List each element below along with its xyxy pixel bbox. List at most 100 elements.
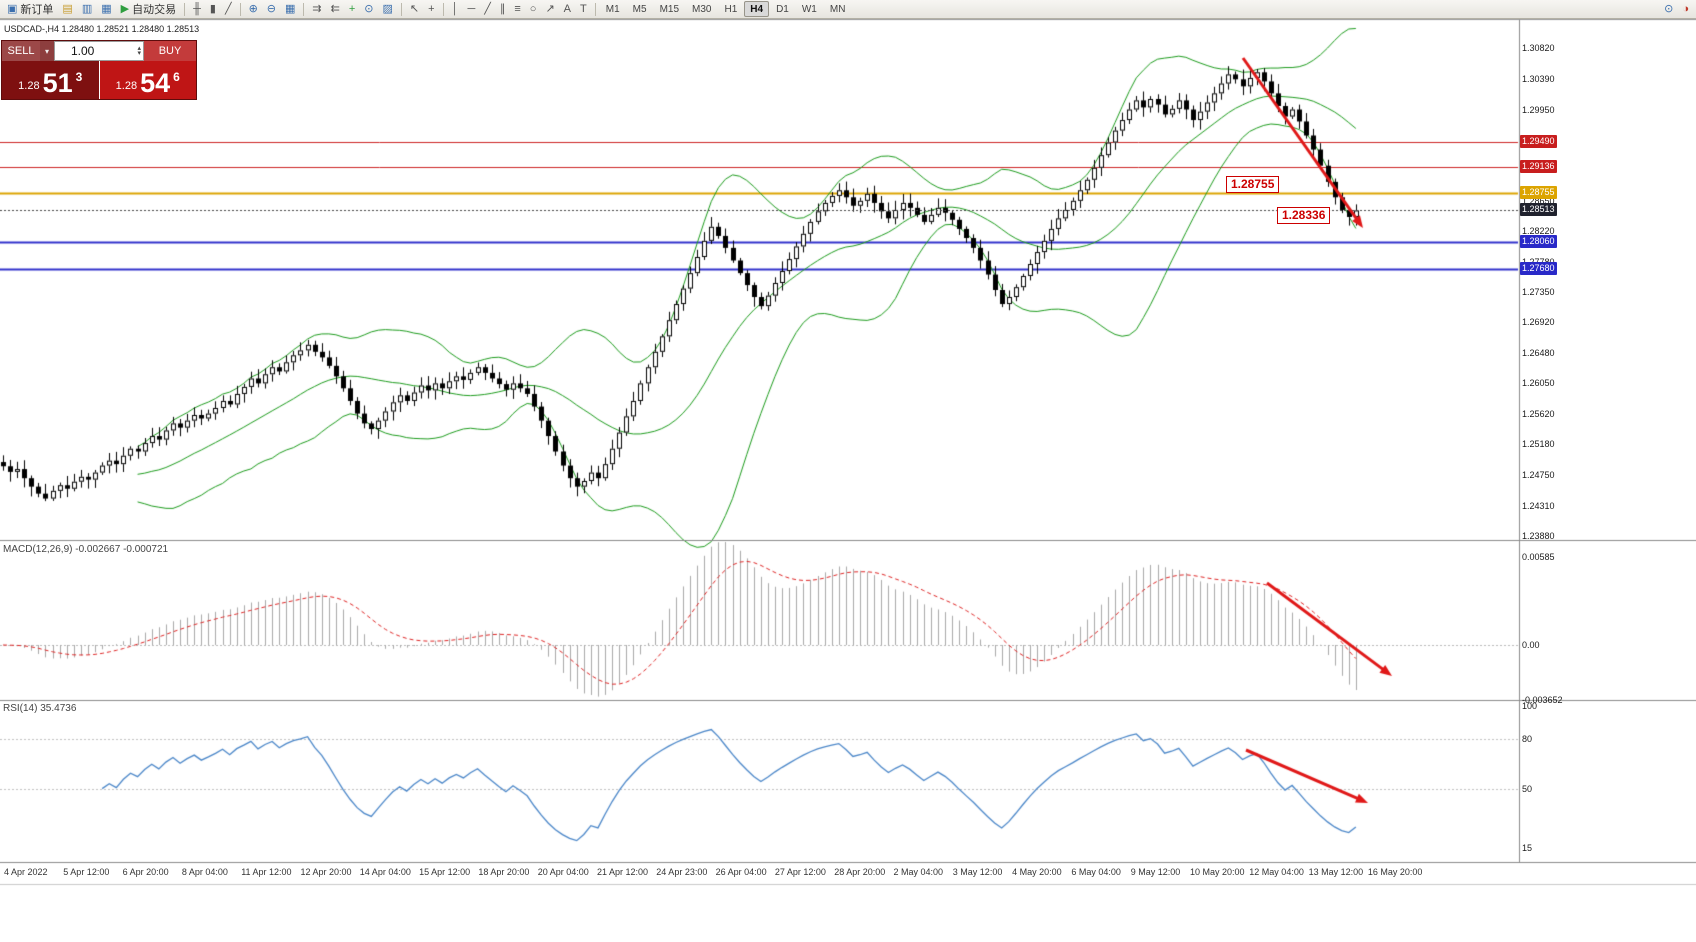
timeframe-h4-button[interactable]: H4 [744,1,770,17]
templates-icon-glyph: ▨ [382,2,393,15]
tile-windows-icon-glyph: ▦ [285,2,296,15]
horizontal-line-icon-glyph: ─ [467,2,476,15]
toolbar-separator [594,2,596,16]
search-icon[interactable]: ⊙ [1660,1,1677,17]
indicators-add-icon-glyph: + [348,2,356,15]
cursor-icon-glyph: ↖ [409,2,420,15]
equidistant-channel-icon[interactable]: ∥ [496,1,510,17]
toolbar-separator [184,2,186,16]
buy-button[interactable]: BUY [144,41,196,61]
chart-window-icon[interactable]: ▤ [58,1,76,17]
auto-trading-glyph: ▶ [120,2,130,15]
arrows-icon[interactable]: ↗ [541,1,558,17]
toolbar: ▣ 新订单 ▤ ▥ ▦ ▶ 自动交易 ╫ ▮ ╱ ⊕ ⊖ ▦ ⇉ ⇇ + ⊙ ▨ ↖ + │ ─ ╱ ∥ ≡ ○ ↗ A T M1 M5 M… [0,0,1696,19]
fibonacci-icon[interactable]: ≡ [510,1,524,17]
macd-indicator-label: MACD(12,26,9) -0.002667 -0.000721 [3,544,169,555]
auto-scroll-icon-glyph: ⇉ [312,2,322,15]
new-order-button[interactable]: ▣ 新订单 [3,1,57,17]
timeframe-m30-button[interactable]: M30 [692,4,712,15]
vertical-line-icon-glyph: │ [451,2,459,15]
volume-up-icon[interactable]: ▴ [137,45,141,52]
sell-price-pipette: 3 [75,70,83,84]
zoom-out-icon-glyph: ⊖ [266,2,277,15]
chart-shift-icon[interactable]: ⇇ [327,1,344,17]
data-window-icon-glyph: ▦ [101,2,112,15]
buy-price-display[interactable]: 1.28 54 6 [99,61,196,99]
line-chart-icon[interactable]: ╱ [221,1,236,17]
vertical-line-icon[interactable]: │ [448,1,463,17]
text-label-icon[interactable]: T [576,1,591,17]
sell-price-display[interactable]: 1.28 51 3 [2,61,100,99]
horizontal-line-icon[interactable]: ─ [463,1,479,17]
timeframe-mn-button[interactable]: MN [829,4,846,15]
timeframe-h1-button[interactable]: H1 [724,4,738,15]
cursor-icon[interactable]: ↖ [406,1,423,17]
auto-trading-button[interactable]: ▶ 自动交易 [117,1,180,17]
community-icon[interactable]: ◑ [1678,1,1693,17]
volume-dropdown-arrow-icon[interactable]: ▾ [40,41,54,61]
equidistant-channel-icon-glyph: ∥ [499,2,506,15]
volume-stepper: ▴ ▾ [137,45,141,57]
zoom-out-icon[interactable]: ⊖ [263,1,280,17]
zoom-in-icon-glyph: ⊕ [248,2,258,15]
shapes-icon[interactable]: ○ [526,1,541,17]
sell-price-prefix: 1.28 [18,80,40,92]
auto-scroll-icon[interactable]: ⇉ [308,1,325,17]
price-annotation-box-1[interactable]: 1.28336 [1277,207,1331,224]
market-watch-icon[interactable]: ▥ [78,1,96,17]
buy-price-main: 54 [140,68,171,98]
chart-info-line: USDCAD-,H4 1.28480 1.28521 1.28480 1.285… [4,24,200,34]
toolbar-separator [400,2,402,16]
candlestick-chart-icon-glyph: ▮ [209,2,216,15]
bar-chart-icon-glyph: ╫ [193,2,201,15]
timeframe-m5-button[interactable]: M5 [632,4,647,15]
volume-value: 1.00 [71,44,95,58]
community-icon: ◑ [1682,2,1689,15]
timeframe-m15-button[interactable]: M15 [659,4,680,15]
tile-windows-icon[interactable]: ▦ [281,1,299,17]
text-label-icon-glyph: T [580,2,587,15]
chart-shift-icon-glyph: ⇇ [330,2,340,15]
timeframe-toolbar: M1 M5 M15 M30 H1 H4 D1 W1 MN [600,1,852,17]
crosshair-icon[interactable]: + [424,1,438,17]
timeframe-m1-button[interactable]: M1 [605,4,620,15]
zoom-in-icon[interactable]: ⊕ [245,1,262,17]
trendline-icon[interactable]: ╱ [480,1,495,17]
crosshair-icon-glyph: + [428,2,435,15]
one-click-trading-panel: SELL ▾ 1.00 ▴ ▾ BUY 1.28 51 3 1.28 54 6 [1,40,197,100]
arrows-icon-glyph: ↗ [545,2,555,15]
periods-icon[interactable]: ⊙ [360,1,377,17]
buy-price-prefix: 1.28 [115,80,138,92]
new-order-glyph: ▣ [7,2,18,15]
toolbar-separator [442,2,444,16]
text-icon[interactable]: A [560,1,575,17]
toolbar-right-group: ⊙ ◑ [1660,1,1693,17]
toolbar-separator [239,2,241,16]
data-window-icon[interactable]: ▦ [97,1,115,17]
new-order-button-label: 新订单 [20,4,54,16]
fibonacci-icon-glyph: ≡ [514,2,521,15]
toolbar-separator [303,2,305,16]
toolbar-left-group: ▣ 新订单 ▤ ▥ ▦ ▶ 自动交易 ╫ ▮ ╱ ⊕ ⊖ ▦ ⇉ ⇇ + ⊙ ▨ ↖ + │ ─ ╱ ∥ ≡ ○ ↗ A T [3,1,599,17]
auto-trading-button-label: 自动交易 [132,4,177,16]
indicators-add-icon[interactable]: + [345,1,359,17]
timeframe-d1-button[interactable]: D1 [776,4,789,15]
sell-button[interactable]: SELL [2,41,40,61]
line-chart-icon-glyph: ╱ [224,2,232,15]
search-icon: ⊙ [1664,2,1674,15]
volume-down-icon[interactable]: ▾ [137,50,141,57]
volume-input[interactable]: 1.00 ▴ ▾ [54,41,144,61]
buy-price-pipette: 6 [173,70,180,84]
text-icon-glyph: A [563,2,572,15]
templates-icon[interactable]: ▨ [379,1,397,17]
candlestick-chart-icon[interactable]: ▮ [206,1,220,17]
periods-icon-glyph: ⊙ [364,2,374,15]
bar-chart-icon[interactable]: ╫ [189,1,205,17]
trendline-icon-glyph: ╱ [484,2,491,15]
shapes-icon-glyph: ○ [529,2,537,15]
timeframe-w1-button[interactable]: W1 [801,4,817,15]
price-annotation-box-0[interactable]: 1.28755 [1226,176,1280,193]
chart-window-icon-glyph: ▤ [62,2,73,15]
market-watch-icon-glyph: ▥ [81,2,93,15]
